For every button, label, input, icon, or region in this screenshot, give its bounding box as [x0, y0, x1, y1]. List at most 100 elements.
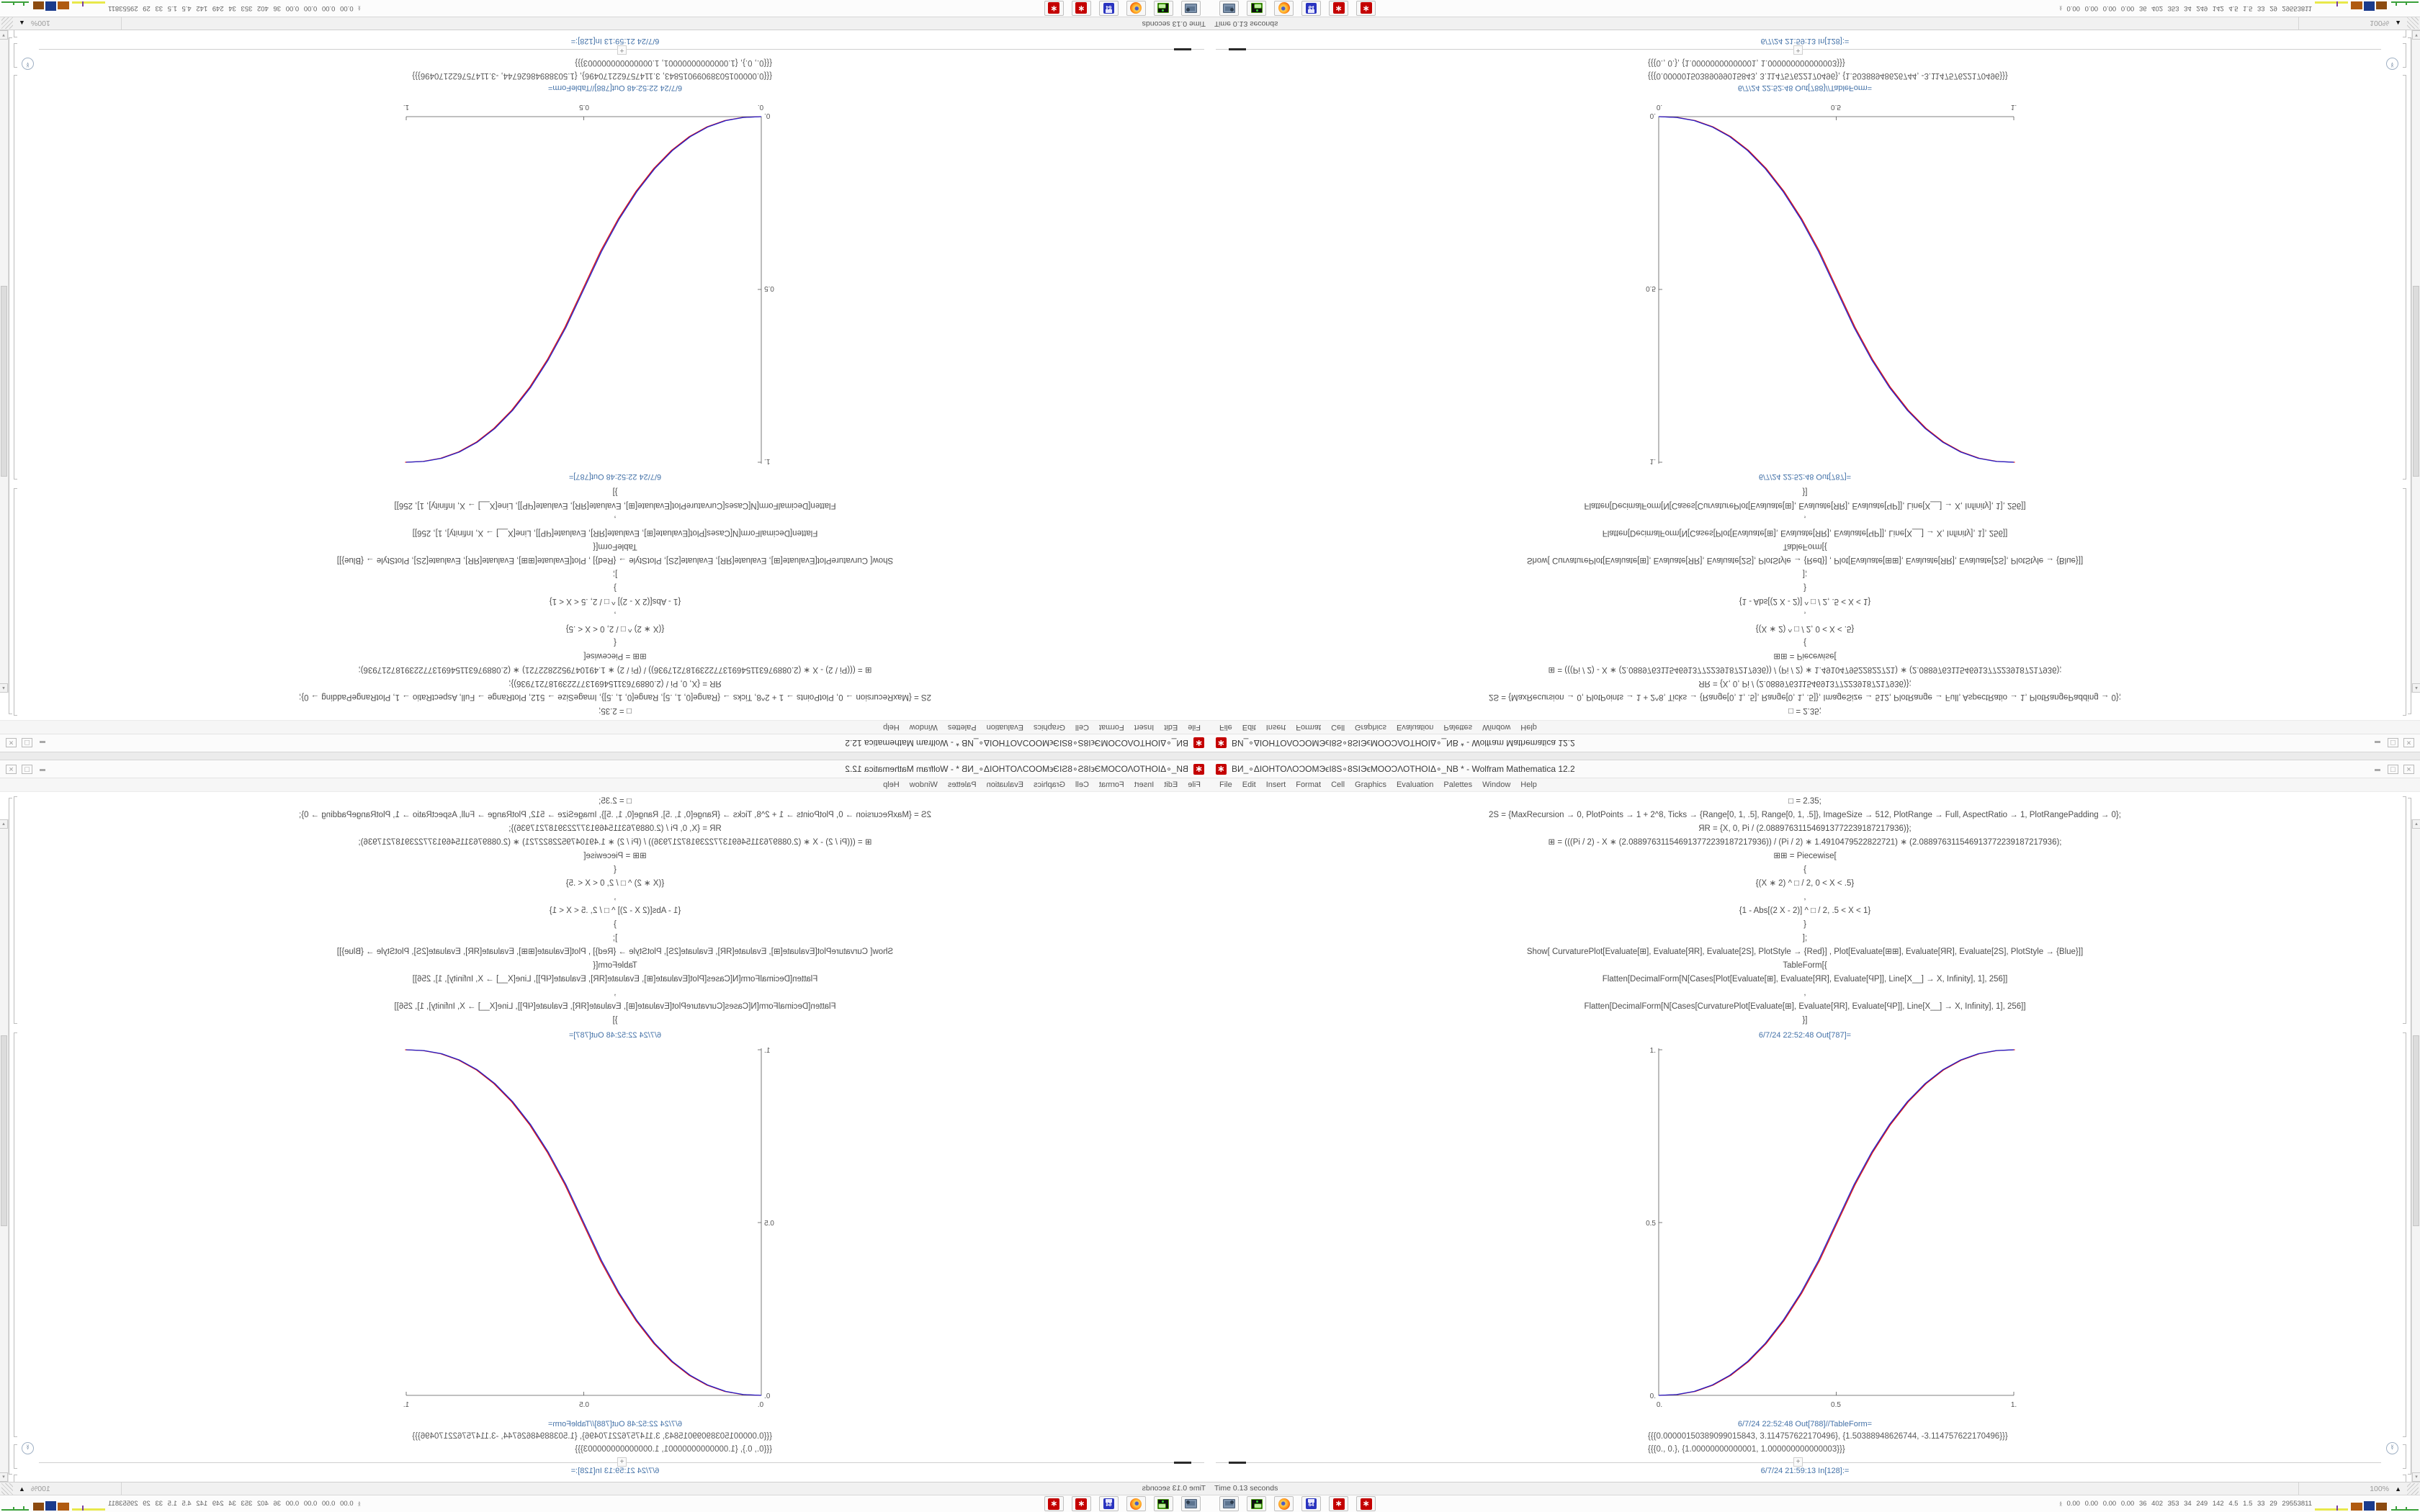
cell-group-bracket[interactable]	[2408, 798, 2411, 1475]
menu-item[interactable]: Window	[1482, 723, 1511, 732]
cell-group-bracket[interactable]	[9, 37, 12, 714]
screenshot-tool-button[interactable]	[1219, 1, 1239, 16]
code-line[interactable]: Flatten[DecimalForm[N[Cases[CurvaturePlo…	[394, 501, 836, 510]
mathematica-task-button[interactable]: ∗	[1329, 1, 1348, 16]
code-line[interactable]: 2Ѕ = {MaxRecursion → 0, PlotPoints → 1 +…	[1489, 693, 2121, 701]
maximize-button[interactable]: □	[22, 738, 32, 748]
code-line[interactable]: ,	[614, 611, 617, 619]
terminal-device-button[interactable]	[1154, 1, 1173, 16]
code-line[interactable]: ];	[1802, 934, 1808, 942]
input-cell-bracket[interactable]	[2403, 488, 2406, 716]
screenshot-tool-button[interactable]	[1181, 1, 1201, 16]
terminal-device-button[interactable]	[1154, 1496, 1173, 1511]
tableform-cell-bracket[interactable]	[14, 1444, 17, 1469]
code-line[interactable]: }	[614, 920, 617, 929]
code-line[interactable]: {	[1803, 638, 1806, 647]
code-line[interactable]: □ = 2.35;	[599, 706, 632, 715]
vertical-scrollbar[interactable]: ▴ ▾	[2411, 819, 2420, 1482]
cell-insert-plus-icon[interactable]: +	[1793, 45, 1803, 55]
scroll-down-icon[interactable]: ▾	[2412, 1472, 2420, 1482]
window-resize-grip[interactable]	[2407, 1482, 2419, 1495]
minimize-button[interactable]	[2372, 739, 2383, 748]
code-line[interactable]: ,	[1803, 515, 1806, 523]
code-line[interactable]: ⊞⊞ = Piecewise[	[1773, 852, 1837, 860]
code-line[interactable]: TableForm[{	[593, 961, 637, 970]
input-cell-code[interactable]: □ = 2.35; 2Ѕ = {MaxRecursion → 0, PlotPoi…	[1210, 485, 2400, 717]
scrollbar-thumb[interactable]	[1, 1035, 7, 1226]
code-line[interactable]: {(X ∗ 2) ^ □ / 2, 0 < X < .5}	[565, 879, 665, 888]
plot-cell-bracket[interactable]	[2403, 1032, 2406, 1437]
code-line[interactable]: ⊞⊞ = Piecewise[	[583, 852, 647, 860]
zoom-level[interactable]: 100%	[2370, 1484, 2390, 1493]
menu-item[interactable]: Evaluation	[986, 723, 1023, 732]
code-line[interactable]: ,	[614, 515, 617, 523]
code-line[interactable]: Show[ CurvaturePlot[Evaluate[⊞], Evaluat…	[336, 948, 894, 956]
menu-item[interactable]: Palettes	[1443, 723, 1473, 732]
code-line[interactable]: }	[1803, 920, 1806, 929]
menu-item[interactable]: Cell	[1075, 780, 1089, 789]
menu-item[interactable]: Help	[883, 780, 900, 789]
menu-item[interactable]: Edit	[1242, 780, 1256, 789]
code-line[interactable]: {	[1803, 865, 1806, 874]
menu-item[interactable]: Palettes	[947, 723, 977, 732]
tray-collapse-icon[interactable]: ∧ ∧	[357, 4, 361, 12]
menu-item[interactable]: Format	[1098, 723, 1124, 732]
cell-insertion-bar[interactable]: +	[1216, 1457, 2381, 1467]
zoom-dropdown-icon[interactable]: ▲	[19, 19, 25, 27]
terminal-device-button[interactable]	[1247, 1496, 1266, 1511]
menu-item[interactable]: Insert	[1134, 780, 1155, 789]
code-line[interactable]: □ = 2.35;	[1788, 706, 1821, 715]
menu-item[interactable]: Graphics	[1355, 780, 1387, 789]
collapse-output-icon[interactable]: ∨ ∨	[2386, 1442, 2398, 1454]
scroll-up-icon[interactable]: ▴	[2412, 819, 2420, 829]
code-line[interactable]: {1 - Abs[(2 X - 2)] ^ □ / 2, .5 < X < 1}	[549, 597, 681, 606]
maximize-button[interactable]: □	[2388, 738, 2398, 748]
menu-item[interactable]: Insert	[1134, 723, 1155, 732]
tray-collapse-icon[interactable]: ∧ ∧	[2059, 1500, 2063, 1508]
input-cell-code[interactable]: □ = 2.35; 2Ѕ = {MaxRecursion → 0, PlotPoi…	[1210, 795, 2400, 1027]
menu-item[interactable]: Evaluation	[986, 780, 1023, 789]
plot-cell-bracket[interactable]	[14, 1032, 17, 1437]
menu-item[interactable]: Window	[1482, 780, 1511, 789]
cell-insert-plus-icon[interactable]: +	[617, 45, 627, 55]
code-line[interactable]: ⊞⊞ = Piecewise[	[1773, 652, 1837, 660]
menu-item[interactable]: Help	[883, 723, 900, 732]
code-line[interactable]: 2Ѕ = {MaxRecursion → 0, PlotPoints → 1 +…	[299, 693, 931, 701]
firefox-button[interactable]	[1126, 1496, 1146, 1511]
mathematica-task-button[interactable]: ∗	[1072, 1496, 1091, 1511]
code-line[interactable]: ⊞ = (((Pi / 2) - X ∗ (2.0889763115469137…	[1548, 838, 2062, 847]
menu-item[interactable]: Edit	[1164, 780, 1178, 789]
screenshot-tool-button[interactable]	[1181, 1496, 1201, 1511]
menu-item[interactable]: File	[1219, 723, 1232, 732]
menu-item[interactable]: Evaluation	[1397, 780, 1434, 789]
menu-item[interactable]: Window	[909, 780, 938, 789]
zoom-level[interactable]: 100%	[30, 1484, 50, 1493]
cell-insert-plus-icon[interactable]: +	[1793, 1457, 1803, 1467]
zoom-level[interactable]: 100%	[2370, 19, 2390, 28]
scroll-up-icon[interactable]: ▴	[0, 683, 8, 693]
code-line[interactable]: ];	[1802, 570, 1808, 578]
code-line[interactable]: 2Ѕ = {MaxRecursion → 0, PlotPoints → 1 +…	[1489, 811, 2121, 819]
window-titlebar[interactable]: ∗ ВИ_∘ΔΙΟΗΤΟΛΟƆΟΜЭϵΙ8Ѕ∘8ЅΙЭϵΜΟΟƆΛΟΤΗΟΙΔ∘…	[0, 734, 1210, 752]
window-resize-grip[interactable]	[2407, 17, 2419, 30]
code-line[interactable]: {1 - Abs[(2 X - 2)] ^ □ / 2, .5 < X < 1}	[549, 906, 681, 915]
code-line[interactable]: Flatten[DecimalForm[N[Cases[Plot[Evaluat…	[412, 528, 818, 537]
code-line[interactable]: Flatten[DecimalForm[N[Cases[Plot[Evaluat…	[1602, 975, 2008, 984]
zoom-level[interactable]: 100%	[30, 19, 50, 28]
scrollbar-thumb[interactable]	[2413, 286, 2419, 477]
floppy-64-button[interactable]: 64	[1301, 1, 1321, 16]
code-line[interactable]: Flatten[DecimalForm[N[Cases[CurvaturePlo…	[394, 1002, 836, 1011]
code-line[interactable]: ,	[1803, 989, 1806, 997]
code-line[interactable]: }]	[612, 1016, 618, 1025]
code-line[interactable]: ];	[612, 934, 618, 942]
code-line[interactable]: TableForm[{	[1783, 542, 1827, 551]
menu-item[interactable]: Cell	[1331, 780, 1345, 789]
menu-item[interactable]: Format	[1098, 780, 1124, 789]
code-line[interactable]: Show[ CurvaturePlot[Evaluate[⊞], Evaluat…	[1526, 948, 2084, 956]
in-cell-bracket[interactable]	[14, 30, 17, 37]
in-cell-bracket[interactable]	[2403, 30, 2406, 37]
code-line[interactable]: {	[614, 638, 617, 647]
tray-collapse-icon[interactable]: ∧ ∧	[2059, 4, 2063, 12]
code-line[interactable]: ,	[1803, 893, 1806, 901]
code-line[interactable]: Show[ CurvaturePlot[Evaluate[⊞], Evaluat…	[1526, 556, 2084, 564]
